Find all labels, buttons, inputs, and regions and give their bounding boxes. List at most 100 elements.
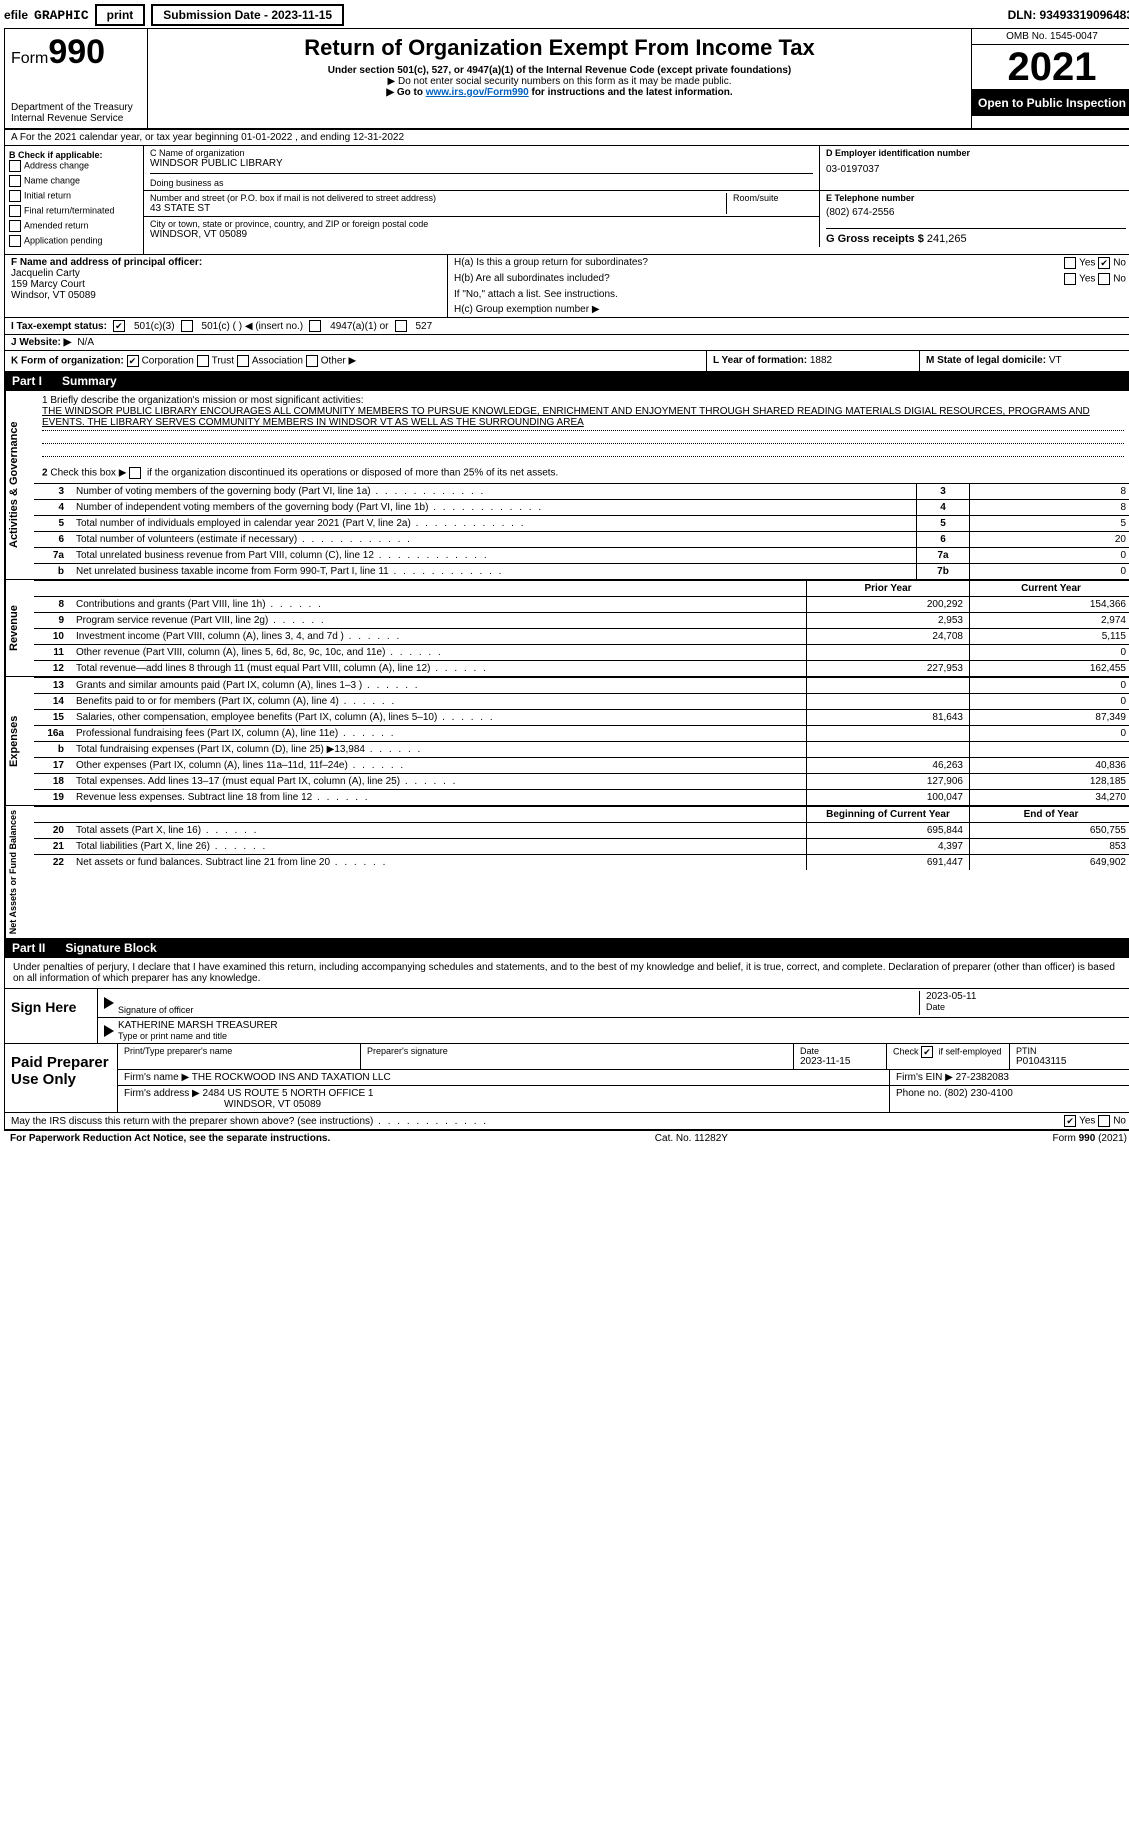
domicile-state: VT [1049,355,1062,366]
k-o2: Trust [212,356,234,367]
row-m: M State of legal domicile: VT [919,351,1129,371]
colb-checkbox[interactable] [9,220,21,232]
discuss-yes-checkbox[interactable] [1064,1115,1076,1127]
hb-note: If "No," attach a list. See instructions… [454,289,1126,300]
row-k: K Form of organization: Corporation Trus… [5,351,706,371]
cat-number: Cat. No. 11282Y [655,1133,728,1144]
room-label: Room/suite [733,193,813,203]
form-label: Form [11,50,48,67]
table-row: bTotal fundraising expenses (Part IX, co… [34,742,1129,758]
governance-table: 3Number of voting members of the governi… [34,483,1129,579]
ha-no-checkbox[interactable] [1098,257,1110,269]
submission-date-button[interactable]: Submission Date - 2023-11-15 [151,4,344,26]
c-label: C Name of organization [150,148,813,158]
gross-value: 241,265 [927,233,967,245]
tax-year: 2021 [972,45,1129,90]
formation-year: 1882 [810,355,832,366]
hb-no-checkbox[interactable] [1098,273,1110,285]
instructions-link[interactable]: www.irs.gov/Form990 [426,87,529,98]
firm-addr-label: Firm's address ▶ [124,1088,200,1099]
firm-label: Firm's name ▶ [124,1072,189,1083]
hb-label: H(b) Are all subordinates included? [454,273,1064,285]
k-corp-checkbox[interactable] [127,355,139,367]
table-row: 3Number of voting members of the governi… [34,484,1129,500]
part2-title: Signature Block [65,941,156,955]
gross-receipts: G Gross receipts $ 241,265 [826,233,1126,245]
k-other-checkbox[interactable] [306,355,318,367]
preparer-label: Paid Preparer Use Only [5,1044,118,1112]
table-row: 4Number of independent voting members of… [34,500,1129,516]
part2-header: Part II Signature Block [4,939,1129,957]
side-revenue: Revenue [5,580,34,676]
firm-addr2: WINDSOR, VT 05089 [124,1099,883,1110]
ha-yesno: Yes No [1064,257,1126,269]
sub3-pre: ▶ Go to [386,87,425,98]
dept-label: Department of the Treasury [11,102,141,113]
revenue-block: Revenue Prior YearCurrent Year8Contribut… [4,580,1129,677]
table-header-row: Beginning of Current YearEnd of Year [34,807,1129,823]
sig-date-label: Date [926,1002,1126,1012]
i-501c3-checkbox[interactable] [113,320,125,332]
table-row: 12Total revenue—add lines 8 through 11 (… [34,661,1129,677]
firm-phone: (802) 230-4100 [944,1088,1012,1099]
e-label: E Telephone number [826,193,1126,203]
i-label: I Tax-exempt status: [11,321,107,332]
header-sub1: Under section 501(c), 527, or 4947(a)(1)… [154,65,965,76]
col-b-title: B Check if applicable: [9,150,139,160]
side-expenses: Expenses [5,677,34,805]
k-o4: Other ▶ [321,356,356,367]
phone-value: (802) 674-2556 [826,207,1126,218]
hc-label: H(c) Group exemption number ▶ [454,304,1126,315]
table-row: 7aTotal unrelated business revenue from … [34,548,1129,564]
arrow-icon [104,1025,114,1037]
sign-here-label: Sign Here [5,989,98,1043]
i-o1: 501(c)(3) [134,321,175,332]
header-right: OMB No. 1545-0047 2021 Open to Public In… [971,29,1129,128]
colb-checkbox[interactable] [9,235,21,247]
colb-checkbox[interactable] [9,175,21,187]
header-sub2: ▶ Do not enter social security numbers o… [154,76,965,87]
f-label: F Name and address of principal officer: [11,257,441,268]
table-row: 8Contributions and grants (Part VIII, li… [34,597,1129,613]
yes-label: Yes [1079,1116,1095,1127]
signature-block: Under penalties of perjury, I declare th… [4,957,1129,1044]
colb-checkbox[interactable] [9,190,21,202]
expenses-block: Expenses 13Grants and similar amounts pa… [4,677,1129,806]
colb-checkbox[interactable] [9,160,21,172]
firm-ein: 27-2382083 [956,1072,1009,1083]
officer-name: Jacquelin Carty [11,268,441,279]
omb-number: OMB No. 1545-0047 [972,29,1129,45]
table-row: 20Total assets (Part X, line 16)695,8446… [34,823,1129,839]
m-label: M State of legal domicile: [926,355,1046,366]
discuss-no-checkbox[interactable] [1098,1115,1110,1127]
self-employed-checkbox[interactable] [921,1046,933,1058]
q2-checkbox[interactable] [129,467,141,479]
header-sub3: ▶ Go to www.irs.gov/Form990 for instruct… [154,87,965,98]
print-button[interactable]: print [95,4,146,26]
hb-yes-checkbox[interactable] [1064,273,1076,285]
col-cd: C Name of organization WINDSOR PUBLIC LI… [144,146,1129,254]
k-assoc-checkbox[interactable] [237,355,249,367]
g-label: G Gross receipts $ [826,233,924,245]
row-i: I Tax-exempt status: 501(c)(3) 501(c) ( … [4,318,1129,335]
arrow-icon [104,997,114,1009]
table-header-row: Prior YearCurrent Year [34,581,1129,597]
i-501c-checkbox[interactable] [181,320,193,332]
colb-checkbox[interactable] [9,205,21,217]
col-b-checkboxes: B Check if applicable: Address changeNam… [5,146,144,254]
table-row: 22Net assets or fund balances. Subtract … [34,855,1129,871]
ha-yes-checkbox[interactable] [1064,257,1076,269]
efile-label: efile [4,8,28,22]
prep-h5: PTIN [1016,1046,1126,1056]
ha-label: H(a) Is this a group return for subordin… [454,257,1064,269]
i-527-checkbox[interactable] [395,320,407,332]
k-trust-checkbox[interactable] [197,355,209,367]
i-4947-checkbox[interactable] [309,320,321,332]
discuss-label: May the IRS discuss this return with the… [11,1116,488,1127]
row-l: L Year of formation: 1882 [706,351,919,371]
colb-option: Initial return [9,190,139,202]
k-label: K Form of organization: [11,356,124,367]
name-title-label: Type or print name and title [118,1031,1126,1041]
entity-block: B Check if applicable: Address changeNam… [4,146,1129,255]
expenses-table: 13Grants and similar amounts paid (Part … [34,677,1129,805]
